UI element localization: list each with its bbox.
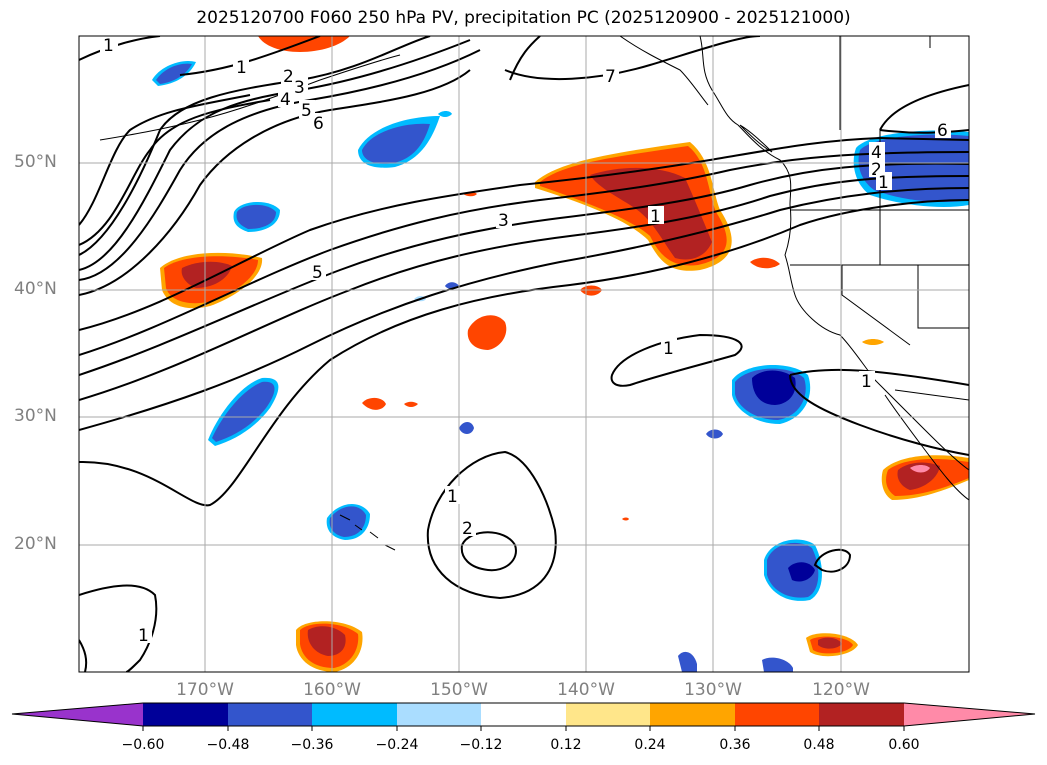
colorbar-tick-label: −0.24 [375, 737, 419, 753]
colorbar-tick-label: −0.36 [290, 737, 334, 753]
colorbar-extend-low [12, 703, 143, 726]
pv-contours [79, 36, 969, 672]
lon-label-140w: 140°W [557, 680, 615, 700]
contour-label: 3 [498, 211, 509, 231]
pv-contour-west-inner [79, 99, 271, 246]
pv-contour-jet-9 [79, 187, 969, 431]
pv-contour-northeast-6 [879, 84, 969, 134]
pv-contour-east-1 [789, 368, 969, 456]
contour-label: 1 [663, 339, 674, 359]
pv-contour-south-1 [79, 584, 158, 672]
colorbar-tick-label: −0.12 [459, 737, 503, 753]
pv-contour-sw-corner [79, 639, 88, 672]
pv-contour-closed-1 [610, 333, 743, 387]
contour-label: 5 [312, 263, 323, 283]
contour-label: 2 [871, 160, 882, 180]
map-plot-area: 1 1 2 3 4 5 6 7 3 5 1 6 4 2 1 1 1 1 2 1 [79, 36, 969, 672]
colorbar [11, 702, 1036, 731]
lon-label-130w: 130°W [684, 680, 742, 700]
positive-anomaly-central-small [467, 315, 507, 350]
map-title: 2025120700 F060 250 hPa PV, precipitatio… [196, 8, 851, 28]
colorbar-bin [735, 703, 820, 726]
pv-contour-south-small [813, 548, 852, 573]
north-america-west-coast [699, 36, 969, 471]
pv-contour-northwest-2 [179, 36, 321, 76]
state-border-nevada [841, 265, 911, 346]
contour-label: 1 [103, 36, 114, 56]
colorbar-bin [650, 703, 735, 726]
contour-label: 4 [871, 143, 882, 163]
state-border-3 [917, 265, 969, 329]
pv-contour-north-7 [504, 36, 761, 81]
alaska-coast [619, 36, 709, 106]
colorbar-bin [481, 703, 566, 726]
border-us-mexico [894, 389, 969, 401]
graticule [79, 36, 969, 672]
pv-contour-northwest-1 [79, 36, 161, 61]
lon-label-120w: 120°W [812, 680, 870, 700]
contour-label: 6 [937, 121, 948, 141]
colorbar-tick-label: 0.36 [719, 737, 751, 753]
contour-label: 6 [313, 114, 324, 134]
pv-contour-jet-5 [79, 136, 969, 331]
pv-contour-jet-10 [79, 199, 969, 507]
contour-label: 1 [447, 487, 458, 507]
contour-label: 5 [301, 101, 312, 121]
lat-label-50n: 50°N [14, 152, 57, 172]
contour-label: 3 [294, 78, 305, 98]
colorbar-bin [566, 703, 651, 726]
colorbar-tick-label: −0.48 [206, 737, 250, 753]
contour-label: 1 [861, 372, 872, 392]
contour-label: 1 [650, 207, 661, 227]
pv-contour-jet-4 [79, 69, 471, 296]
pv-contour-jet-2 [79, 39, 471, 271]
contour-label: 1 [236, 58, 247, 78]
pv-contour-jet-1 [79, 36, 431, 256]
lat-label-30n: 30°N [14, 406, 57, 426]
colorbar-bin [228, 703, 313, 726]
positive-anomaly-aleutian [258, 36, 350, 52]
contour-label: 4 [280, 90, 291, 110]
pv-contour-closed-1b [426, 450, 557, 600]
lat-label-40n: 40°N [14, 279, 57, 299]
colorbar-extend-high [904, 703, 1035, 726]
map-frame [78, 35, 970, 673]
contour-label: 7 [605, 67, 616, 87]
contour-label: 1 [878, 173, 889, 193]
colorbar-tick-label: −0.60 [121, 737, 165, 753]
colorbar-tick-label: 0.60 [888, 737, 920, 753]
colorbar-bin [397, 703, 482, 726]
lat-label-20n: 20°N [14, 534, 57, 554]
vancouver-island [739, 124, 773, 153]
pv-contour-west-ridge [79, 94, 251, 226]
hawaii-islands [339, 514, 396, 551]
pv-contour-closed-2 [460, 531, 517, 572]
lon-label-150w: 150°W [430, 680, 488, 700]
colorbar-bin [819, 703, 904, 726]
colorbar-bin [143, 703, 228, 726]
lon-label-160w: 160°W [303, 680, 361, 700]
pv-contour-jet-7 [79, 162, 969, 376]
contour-label: 1 [138, 626, 149, 646]
colorbar-bin [312, 703, 397, 726]
pv-contour-jet-3 [79, 49, 481, 281]
contour-label: 2 [283, 67, 294, 87]
colorbar-tick-label: 0.24 [634, 737, 666, 753]
colorbar-tick-label: 0.12 [550, 737, 582, 753]
pv-contour-jet-8 [79, 175, 969, 401]
contour-label: 2 [462, 519, 473, 539]
colorbar-tick-label: 0.48 [803, 737, 835, 753]
lon-label-170w: 170°W [176, 680, 234, 700]
contour-labels: 1 1 2 3 4 5 6 7 3 5 1 6 4 2 1 1 1 1 2 1 [100, 36, 951, 646]
baja-california [884, 394, 969, 501]
